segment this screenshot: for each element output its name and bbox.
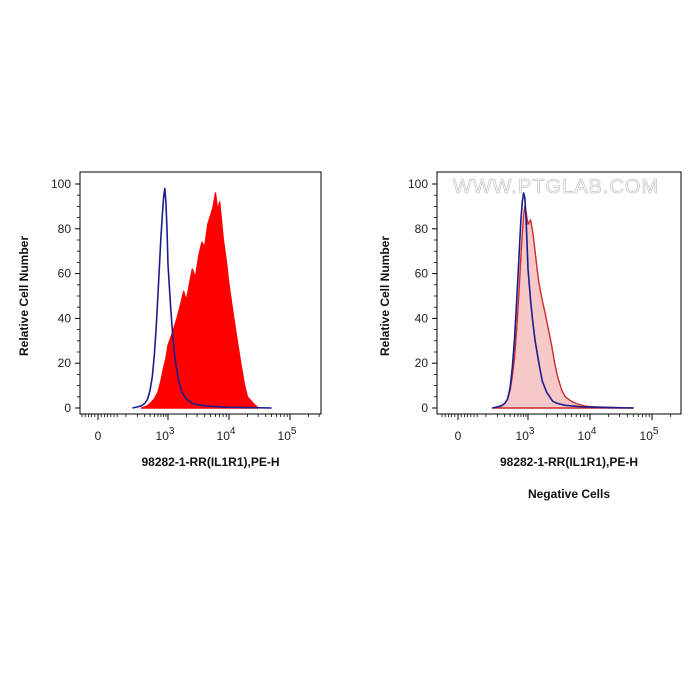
x-tick-label: 103	[516, 426, 535, 443]
y-tick-label: 60	[415, 267, 429, 281]
watermark-text: WWW.PTGLAB.COM	[453, 176, 659, 198]
y-tick-label: 0	[64, 401, 71, 415]
x-axis-title: 98282-1-RR(IL1R1),PE-H	[500, 455, 638, 469]
panel-caption: Negative Cells	[528, 487, 610, 501]
y-tick-label: 0	[421, 401, 428, 415]
plot-frame	[436, 171, 682, 415]
y-tick-label: 60	[58, 267, 72, 281]
y-axis-title: Relative Cell Number	[378, 236, 392, 356]
y-axis-title: Relative Cell Number	[17, 236, 31, 356]
plot-frame	[79, 171, 322, 415]
y-tick-label: 80	[58, 222, 72, 236]
x-tick-label: 105	[640, 426, 659, 443]
x-tick-label: 0	[455, 429, 462, 443]
y-tick-label: 20	[415, 356, 429, 370]
outline-histogram-series	[492, 192, 634, 409]
x-tick-label: 105	[278, 426, 297, 443]
outline-histogram-series	[132, 187, 272, 409]
filled-histogram-series	[491, 205, 634, 409]
x-tick-label: 103	[156, 426, 175, 443]
y-tick-label: 20	[58, 356, 72, 370]
y-tick-label: 40	[58, 311, 72, 325]
x-axis-title: 98282-1-RR(IL1R1),PE-H	[141, 455, 279, 469]
x-tick-label: 104	[578, 426, 597, 443]
x-tick-label: 104	[217, 426, 236, 443]
y-tick-label: 40	[415, 311, 429, 325]
y-tick-label: 80	[415, 222, 429, 236]
right-histogram-panel: 0 20 40 60 80 100 0 103 104 105 Relative Cell Numb…	[378, 171, 682, 501]
x-tick-label: 0	[95, 429, 102, 443]
y-tick-label: 100	[408, 177, 428, 191]
y-tick-label: 100	[51, 177, 71, 191]
left-histogram-panel: 0 20 40 60 80 100 0 103 104 105 Relative Cell Numb…	[17, 171, 322, 469]
data-layer	[491, 192, 634, 409]
data-layer	[132, 187, 272, 409]
filled-histogram-series	[140, 192, 259, 409]
